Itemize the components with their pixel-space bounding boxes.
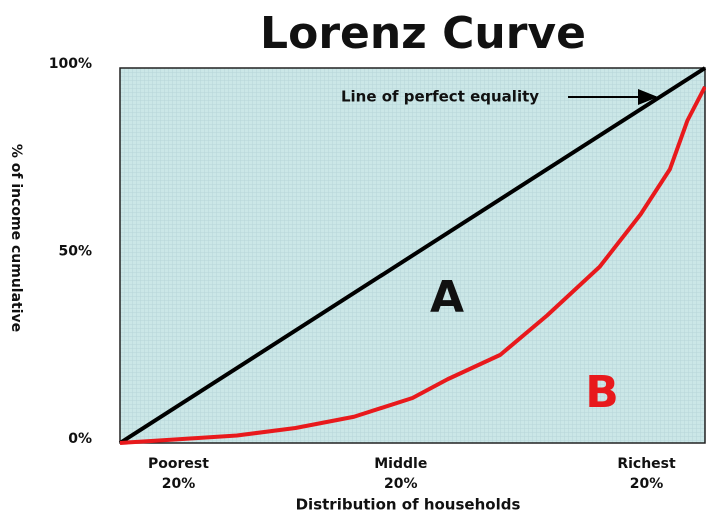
chart-title: Lorenz Curve bbox=[260, 8, 586, 59]
y-tick-label: 50% bbox=[58, 244, 92, 260]
x-tick-label: Poorest 20% bbox=[148, 456, 209, 492]
x-axis-label: Distribution of households bbox=[296, 496, 521, 514]
y-tick-label: 0% bbox=[68, 431, 92, 447]
series-line bbox=[118, 66, 706, 445]
x-tick-label: Middle 20% bbox=[374, 456, 427, 492]
annotation: B bbox=[585, 367, 619, 418]
series-line bbox=[119, 85, 706, 445]
annotation: A bbox=[430, 272, 464, 323]
x-tick-label: Richest 20% bbox=[617, 456, 676, 492]
y-axis-label: % of income cumulative bbox=[8, 144, 24, 332]
series-label: Line of perfect equality bbox=[341, 88, 539, 106]
y-tick-label: 100% bbox=[49, 56, 92, 72]
